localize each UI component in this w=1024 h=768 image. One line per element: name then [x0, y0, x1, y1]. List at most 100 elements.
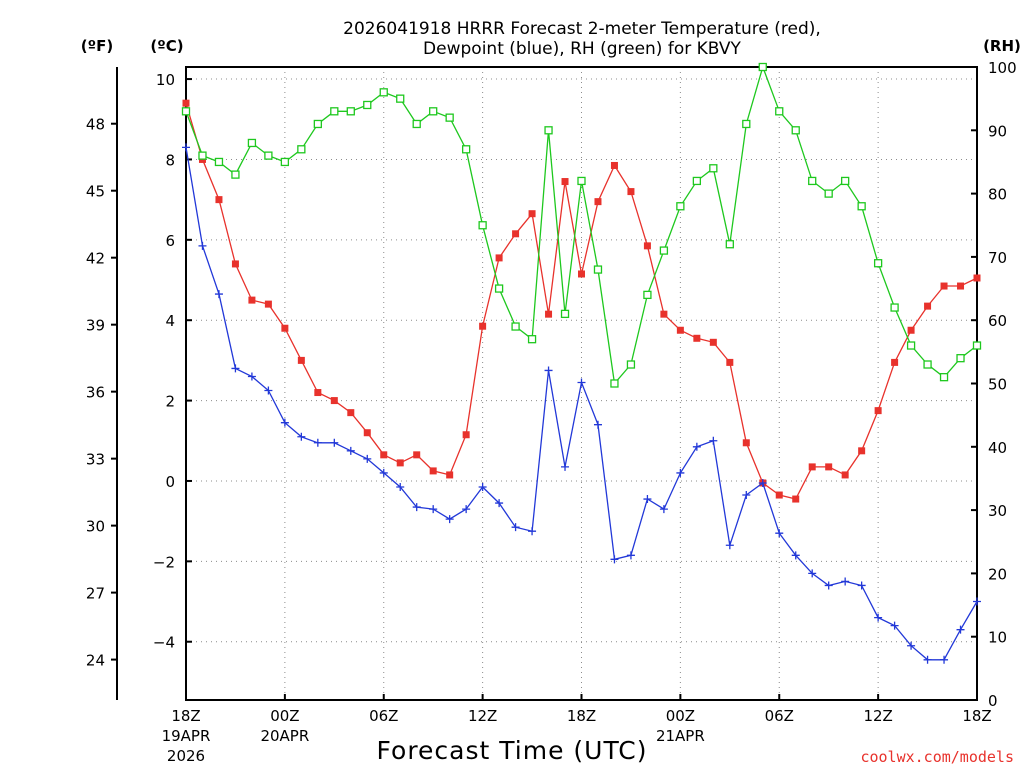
dewpoint-point [940, 655, 949, 664]
chart-title-line2: Dewpoint (blue), RH (green) for KBVY [423, 39, 741, 59]
rh-point [758, 62, 767, 72]
rh-point [873, 259, 883, 268]
temperature-point [742, 439, 750, 447]
fahrenheit-tick-label: 45 [86, 183, 105, 201]
rh-point [527, 335, 537, 344]
dewpoint-point [346, 446, 355, 455]
temperature-point [775, 491, 783, 499]
rh-point [593, 265, 603, 274]
rh-point [247, 138, 257, 148]
rh-point [379, 88, 388, 97]
dewpoint-point [593, 420, 602, 429]
dewpoint-point [182, 143, 190, 152]
temperature-point [825, 463, 833, 471]
credit-link[interactable]: coolwx.com/models [860, 748, 1014, 766]
dewpoint-point [725, 541, 734, 550]
rh-tick-label: 80 [988, 186, 1007, 204]
rh-point [939, 373, 949, 382]
temperature-point [858, 447, 866, 455]
x-tick-label: 00Z [666, 707, 695, 725]
temperature-point [693, 334, 701, 342]
temperature-point [627, 188, 635, 196]
celsius-tick-label: 8 [165, 151, 175, 169]
dewpoint-point [610, 555, 619, 564]
dewpoint-point [709, 436, 718, 445]
rh-tick-label: 30 [988, 502, 1007, 520]
dewpoint-point [396, 482, 405, 491]
rh-tick-label: 60 [988, 312, 1007, 330]
temperature-point [215, 196, 223, 204]
dewpoint-point [561, 462, 570, 471]
rh-point [906, 341, 916, 350]
dewpoint-point [528, 527, 537, 536]
temperature-point [891, 358, 899, 366]
rh-point [610, 379, 619, 388]
dewpoint-point [808, 569, 817, 578]
x-tick-label: 12Z [863, 707, 892, 725]
dewpoint-point [297, 432, 306, 441]
rh-point [198, 151, 207, 160]
x-tick-label: 12Z [468, 707, 497, 725]
fahrenheit-tick-label: 30 [86, 518, 105, 536]
dewpoint-point [923, 655, 932, 664]
x-tick-label: 00Z [270, 707, 299, 725]
tick-labels: −4−2024681024273033363942454801020304050… [86, 59, 1017, 765]
dewpoint-point [313, 438, 322, 447]
x-tick-label: 06Z [369, 707, 398, 725]
temperature-point [495, 254, 503, 262]
series [181, 62, 982, 664]
rh-unit-label: (RH) [983, 37, 1021, 55]
temperature-point [182, 99, 190, 107]
rh-line [185, 64, 978, 386]
dewpoint-point [280, 418, 289, 427]
temperature-point [380, 451, 388, 459]
celsius-unit-label: (ºC) [150, 37, 183, 55]
temperature-point [446, 471, 454, 479]
rh-tick-label: 0 [988, 692, 998, 710]
axes [111, 66, 978, 701]
dewpoint-point [676, 468, 685, 477]
grid [186, 67, 977, 700]
rh-point [181, 107, 191, 116]
rh-point [923, 360, 932, 369]
x-tick-label: 06Z [765, 707, 794, 725]
x-tick-date: 20APR [260, 727, 309, 745]
temperature-point [264, 300, 272, 308]
rh-point [775, 107, 784, 116]
dewpoint-point [264, 386, 273, 395]
rh-point [577, 176, 586, 186]
temperature-point [594, 198, 602, 206]
rh-point [214, 157, 224, 167]
dewpoint-point [758, 478, 767, 487]
rh-point [363, 100, 372, 110]
rh-point [461, 145, 471, 154]
dewpoint-point [973, 597, 981, 606]
rh-point [313, 119, 322, 129]
rh-point [346, 107, 355, 116]
rh-tick-label: 20 [988, 565, 1007, 583]
temperature-point [561, 178, 569, 186]
x-tick-label: 18Z [171, 707, 200, 725]
temperature-point [528, 210, 536, 218]
celsius-tick-label: 10 [156, 71, 175, 89]
celsius-tick-label: 0 [165, 473, 175, 491]
dewpoint-point [874, 613, 883, 622]
temperature-point [578, 270, 585, 278]
temperature-point [479, 322, 487, 330]
dewpoint-point [429, 505, 438, 514]
temperature-point [792, 495, 800, 503]
temperature-point [924, 302, 932, 310]
dewpoint-point [198, 241, 207, 250]
temperature-point [676, 326, 684, 334]
dewpoint-point [478, 482, 487, 491]
rh-tick-label: 10 [988, 629, 1007, 647]
rh-point [297, 145, 306, 154]
temperature-point [297, 356, 305, 364]
fahrenheit-tick-label: 36 [86, 384, 105, 402]
temperature-point [957, 282, 965, 290]
temperature-point [726, 358, 734, 366]
rh-point [478, 221, 487, 230]
x-tick-date: 19APR [162, 727, 211, 745]
rh-point [890, 303, 899, 312]
rh-point [330, 107, 339, 116]
